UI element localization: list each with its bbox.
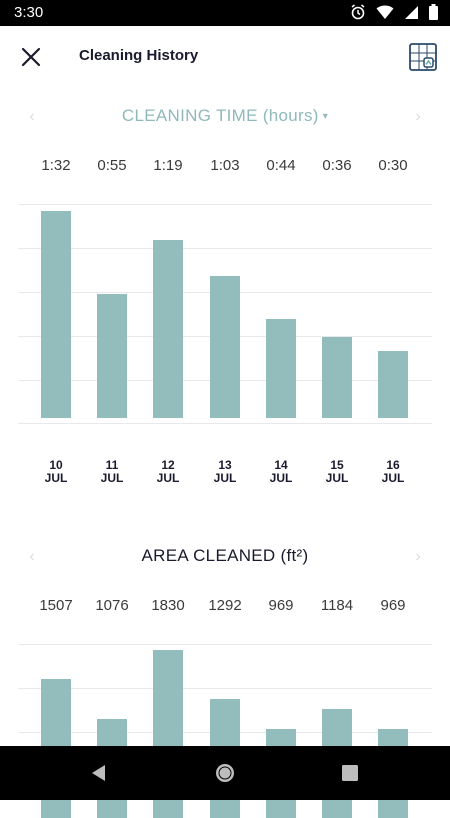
page-title: Cleaning History xyxy=(79,47,199,64)
value-label: 0:36 xyxy=(322,157,352,174)
value-label: 0:44 xyxy=(266,157,296,174)
x-label-day: 15 xyxy=(330,458,344,472)
back-icon xyxy=(92,765,105,781)
value-label: 0:55 xyxy=(97,157,127,174)
grid-line xyxy=(18,423,432,424)
value-label: 1:32 xyxy=(41,157,71,174)
header: Cleaning History xyxy=(0,26,450,88)
bar-14-jul[interactable] xyxy=(266,319,296,418)
value-label: 1507 xyxy=(39,597,73,614)
recents-button[interactable] xyxy=(337,760,363,786)
home-icon xyxy=(216,764,234,782)
value-label: 1830 xyxy=(151,597,185,614)
bar-11-jul[interactable] xyxy=(97,294,127,418)
close-button[interactable] xyxy=(18,44,44,70)
bar-16-jul[interactable] xyxy=(378,350,408,418)
floor-map-icon xyxy=(409,43,437,71)
x-axis-label: 12 JUL xyxy=(140,459,196,485)
dropdown-caret-icon[interactable]: ▾ xyxy=(322,111,329,123)
value-label: 969 xyxy=(268,597,294,614)
grid-line xyxy=(18,248,432,249)
home-button[interactable] xyxy=(212,760,238,786)
bar-13-jul[interactable] xyxy=(210,276,240,418)
x-label-day: 13 xyxy=(218,458,232,472)
status-time: 3:30 xyxy=(14,4,44,21)
wifi-icon xyxy=(376,5,394,19)
x-axis-label: 11 JUL xyxy=(84,459,140,485)
value-label: 1:19 xyxy=(153,157,183,174)
next-week-arrow-area[interactable]: › xyxy=(415,548,421,565)
x-axis-label: 10 JUL xyxy=(28,459,84,485)
value-label: 969 xyxy=(380,597,406,614)
bar-15-jul[interactable] xyxy=(322,337,352,418)
x-axis-label: 13 JUL xyxy=(197,459,253,485)
x-label-day: 16 xyxy=(386,458,400,472)
x-label-day: 10 xyxy=(49,458,63,472)
value-label: 1076 xyxy=(95,597,129,614)
area-cleaned-title: AREA CLEANED (ft²) xyxy=(141,546,309,565)
cleaning-time-header: ‹ CLEANING TIME (hours) ▾ › xyxy=(0,106,450,130)
x-label-month: JUL xyxy=(44,471,68,485)
x-label-month: JUL xyxy=(100,471,124,485)
map-button[interactable] xyxy=(409,43,437,71)
cleaning-time-title[interactable]: CLEANING TIME (hours) ▾ xyxy=(0,106,450,126)
navigation-bar xyxy=(0,746,450,800)
grid-line xyxy=(18,644,432,645)
x-label-month: JUL xyxy=(325,471,349,485)
value-label: 1:03 xyxy=(210,157,240,174)
bar-10-jul[interactable] xyxy=(41,211,71,418)
x-label-month: JUL xyxy=(269,471,293,485)
status-bar: 3:30 xyxy=(0,0,450,26)
back-button[interactable] xyxy=(86,760,112,786)
signal-icon xyxy=(405,5,418,19)
bar-12-jul[interactable] xyxy=(153,240,183,418)
alarm-icon xyxy=(351,4,365,20)
recents-icon xyxy=(342,765,358,781)
value-label: 0:30 xyxy=(378,157,408,174)
x-axis-label: 14 JUL xyxy=(253,459,309,485)
area-cleaned-header: ‹ AREA CLEANED (ft²) › xyxy=(0,546,450,570)
x-label-day: 14 xyxy=(274,458,288,472)
x-label-month: JUL xyxy=(156,471,180,485)
grid-line xyxy=(18,204,432,205)
x-label-month: JUL xyxy=(213,471,237,485)
status-icons xyxy=(350,4,438,20)
x-label-day: 12 xyxy=(161,458,175,472)
close-icon xyxy=(21,47,41,67)
next-week-arrow[interactable]: › xyxy=(415,108,421,125)
cleaning-time-title-text: CLEANING TIME (hours) xyxy=(121,106,319,125)
grid-line xyxy=(18,688,432,689)
value-label: 1184 xyxy=(320,597,354,614)
x-axis-label: 15 JUL xyxy=(309,459,365,485)
prev-week-arrow[interactable]: ‹ xyxy=(29,108,35,125)
prev-week-arrow-area[interactable]: ‹ xyxy=(29,548,35,565)
x-axis-label: 16 JUL xyxy=(365,459,421,485)
x-label-day: 11 xyxy=(105,458,119,472)
value-label: 1292 xyxy=(208,597,242,614)
x-label-month: JUL xyxy=(381,471,405,485)
battery-icon xyxy=(429,4,438,20)
